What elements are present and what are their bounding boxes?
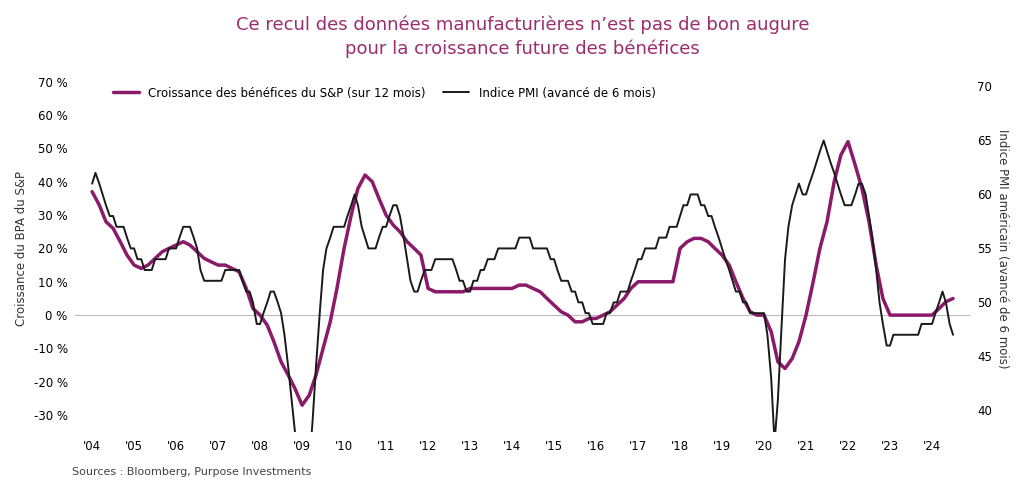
Indice PMI (avancé de 6 mois) <box>817 137 829 143</box>
Croissance des bénéfices du S&P (sur 12 mois) <box>842 139 854 145</box>
Indice PMI (avancé de 6 mois) <box>503 245 515 251</box>
Croissance des bénéfices du S&P (sur 12 mois) <box>345 212 357 218</box>
Indice PMI (avancé de 6 mois) <box>870 267 883 273</box>
Indice PMI (avancé de 6 mois) <box>947 332 959 338</box>
Croissance des bénéfices du S&P (sur 12 mois) <box>247 306 259 311</box>
Legend: Croissance des bénéfices du S&P (sur 12 mois), Indice PMI (avancé de 6 mois): Croissance des bénéfices du S&P (sur 12 … <box>109 82 660 104</box>
Line: Croissance des bénéfices du S&P (sur 12 mois): Croissance des bénéfices du S&P (sur 12 … <box>92 142 953 405</box>
Indice PMI (avancé de 6 mois) <box>394 213 407 219</box>
Y-axis label: Croissance du BPA du S&P: Croissance du BPA du S&P <box>15 171 28 326</box>
Croissance des bénéfices du S&P (sur 12 mois) <box>93 202 105 208</box>
Croissance des bénéfices du S&P (sur 12 mois) <box>590 316 602 321</box>
Croissance des bénéfices du S&P (sur 12 mois) <box>86 189 98 195</box>
Croissance des bénéfices du S&P (sur 12 mois) <box>142 262 155 268</box>
Indice PMI (avancé de 6 mois) <box>106 213 119 219</box>
Croissance des bénéfices du S&P (sur 12 mois) <box>296 402 308 408</box>
Croissance des bénéfices du S&P (sur 12 mois) <box>471 285 483 291</box>
Indice PMI (avancé de 6 mois) <box>404 278 417 284</box>
Text: Sources : Bloomberg, Purpose Investments: Sources : Bloomberg, Purpose Investments <box>72 467 311 477</box>
Line: Indice PMI (avancé de 6 mois): Indice PMI (avancé de 6 mois) <box>92 140 953 482</box>
Title: Ce recul des données manufacturières n’est pas de bon augure
pour la croissance : Ce recul des données manufacturières n’e… <box>236 15 809 58</box>
Croissance des bénéfices du S&P (sur 12 mois) <box>947 295 959 301</box>
Indice PMI (avancé de 6 mois) <box>86 181 98 187</box>
Y-axis label: Indice PMI américain (avancé de 6 mois): Indice PMI américain (avancé de 6 mois) <box>996 129 1009 368</box>
Indice PMI (avancé de 6 mois) <box>513 235 525 241</box>
